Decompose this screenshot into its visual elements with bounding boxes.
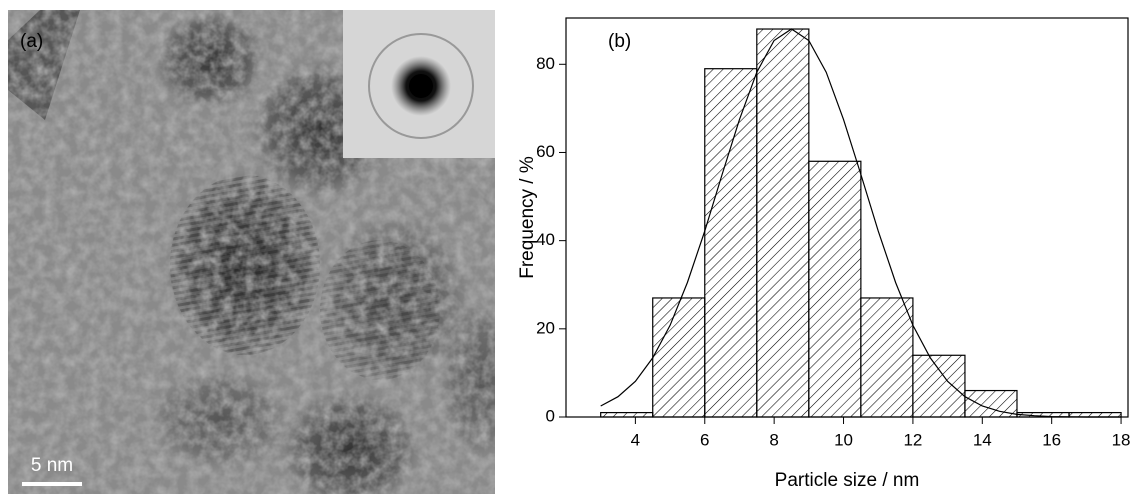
bar	[808, 160, 862, 418]
bar	[756, 28, 810, 418]
scale-bar-label: 5 nm	[31, 455, 73, 476]
image-label: (a)	[20, 31, 43, 52]
bar	[912, 354, 966, 418]
x-tick-label: 12	[903, 430, 922, 449]
bar	[600, 411, 654, 418]
bar	[860, 297, 914, 418]
x-tick-label: 14	[973, 430, 992, 449]
x-tick-label: 18	[1112, 430, 1131, 449]
bar	[704, 68, 758, 418]
x-tick-label: 16	[1042, 430, 1061, 449]
y-tick-label: 20	[536, 318, 555, 337]
tem-image	[8, 10, 495, 494]
fit-curve	[600, 28, 1122, 418]
y-tick-label: 80	[536, 54, 555, 73]
y-tick-label: 60	[536, 142, 555, 161]
plot-frame	[565, 17, 1129, 418]
x-tick-label: 6	[700, 430, 709, 449]
x-tick-label: 8	[769, 430, 778, 449]
y-axis-title: Frequency / %	[517, 156, 538, 279]
y-tick-label: 40	[536, 230, 555, 249]
bar	[652, 297, 706, 418]
x-tick-label: 4	[631, 430, 640, 449]
x-axis-title: Particle size / nm	[775, 470, 920, 491]
y-tick-label: 0	[546, 406, 555, 425]
panel-label: (b)	[608, 31, 631, 52]
x-tick-label: 10	[834, 430, 853, 449]
